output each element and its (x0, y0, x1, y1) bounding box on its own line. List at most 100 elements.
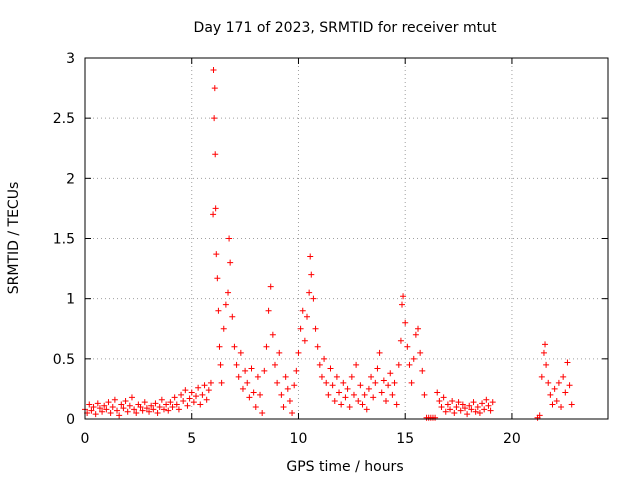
data-point (562, 389, 569, 396)
data-point (152, 400, 159, 407)
data-point (215, 307, 222, 314)
data-point (242, 367, 249, 374)
data-point (210, 67, 217, 74)
data-point (122, 397, 129, 404)
data-point (408, 379, 415, 386)
data-point (451, 409, 458, 416)
data-point (382, 397, 389, 404)
data-point (182, 387, 189, 394)
data-point (489, 399, 496, 406)
x-tick-label: 0 (81, 431, 90, 447)
data-point (555, 379, 562, 386)
data-point (393, 401, 400, 408)
data-point (207, 379, 214, 386)
data-point (432, 414, 439, 421)
data-point (291, 382, 298, 389)
data-point (114, 407, 121, 414)
data-point (128, 394, 135, 401)
data-point (160, 406, 167, 413)
data-point (88, 407, 95, 414)
data-point (327, 365, 334, 372)
data-point (137, 403, 144, 410)
data-point (329, 382, 336, 389)
data-point (210, 211, 217, 218)
data-point (538, 373, 545, 380)
data-point (308, 271, 315, 278)
y-axis-title: SRMTID / TECUs (6, 182, 22, 295)
y-tick-label: 2 (66, 171, 75, 187)
data-point (133, 409, 140, 416)
data-points (82, 67, 575, 421)
data-point (307, 253, 314, 260)
data-point (146, 408, 153, 415)
data-point (553, 397, 560, 404)
data-point (190, 399, 197, 406)
data-point (483, 396, 490, 403)
data-point (357, 382, 364, 389)
data-point (455, 399, 462, 406)
data-point (363, 406, 370, 413)
data-point (248, 365, 255, 372)
data-point (246, 394, 253, 401)
data-point (286, 397, 293, 404)
data-point (165, 407, 172, 414)
data-point (543, 361, 550, 368)
x-tick-label: 15 (396, 431, 414, 447)
data-point (365, 385, 372, 392)
data-point (139, 407, 146, 414)
data-point (188, 389, 195, 396)
data-point (464, 411, 471, 418)
data-point (476, 409, 483, 416)
data-point (461, 405, 468, 412)
data-point (316, 361, 323, 368)
data-point (225, 289, 232, 296)
data-point (250, 389, 257, 396)
data-point (197, 401, 204, 408)
data-point (213, 251, 220, 258)
data-point (235, 373, 242, 380)
data-point (120, 405, 127, 412)
data-point (449, 397, 456, 404)
data-point (148, 402, 155, 409)
data-point (385, 382, 392, 389)
data-point (304, 313, 311, 320)
data-point (336, 389, 343, 396)
data-point (257, 391, 264, 398)
data-point (395, 361, 402, 368)
data-point (397, 337, 404, 344)
data-point (434, 389, 441, 396)
data-point (325, 391, 332, 398)
data-point (355, 397, 362, 404)
data-point (459, 401, 466, 408)
data-point (400, 293, 407, 300)
data-point (472, 408, 479, 415)
data-point (254, 373, 261, 380)
data-point (226, 235, 233, 242)
data-point (466, 402, 473, 409)
data-point (105, 399, 112, 406)
data-point (387, 370, 394, 377)
grid (85, 58, 608, 419)
data-point (156, 403, 163, 410)
data-point (118, 401, 125, 408)
data-point (141, 399, 148, 406)
data-point (211, 85, 218, 92)
x-tick-label: 10 (290, 431, 308, 447)
data-point (457, 407, 464, 414)
x-axis-title: GPS time / hours (286, 459, 403, 475)
data-point (203, 396, 210, 403)
data-point (487, 407, 494, 414)
data-point (278, 391, 285, 398)
data-point (361, 391, 368, 398)
data-point (267, 283, 274, 290)
data-point (180, 397, 187, 404)
data-point (547, 391, 554, 398)
data-point (380, 377, 387, 384)
data-point (289, 409, 296, 416)
data-point (536, 412, 543, 419)
data-point (96, 405, 103, 412)
data-point (175, 406, 182, 413)
data-point (318, 373, 325, 380)
data-point (438, 403, 445, 410)
data-point (344, 385, 351, 392)
